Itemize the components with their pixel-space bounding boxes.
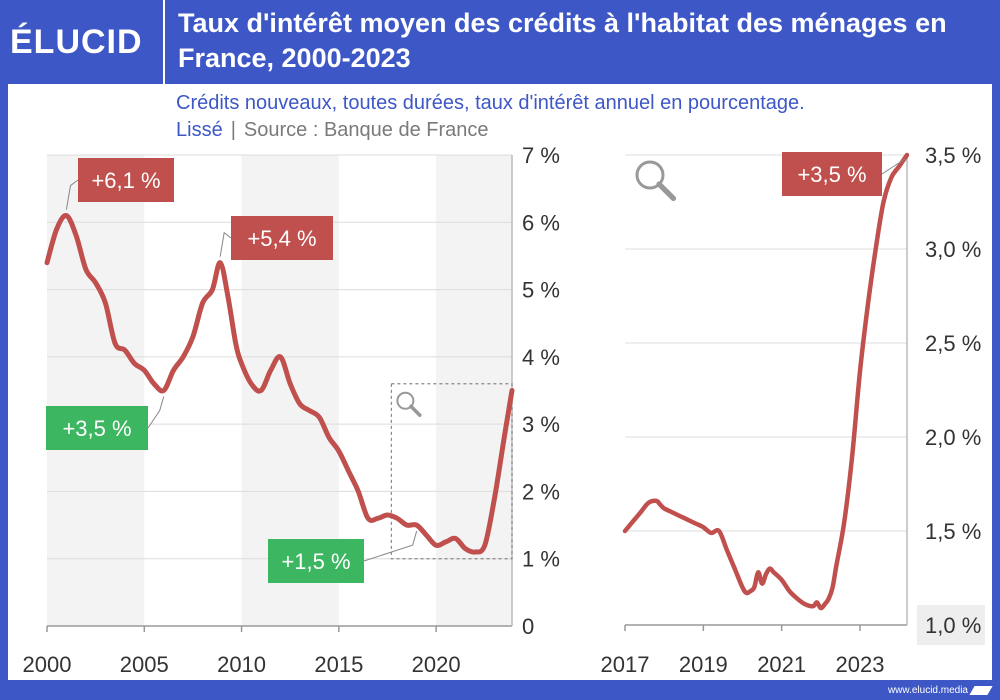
y-tick-label: 1,5 % [925,519,981,544]
data-label-text: +5,4 % [247,226,316,251]
series-line [622,152,910,611]
y-tick-label: 2,5 % [925,331,981,356]
y-tick-label: 5 % [522,278,560,303]
annotation-leader [65,179,79,210]
x-tick-label: 2005 [120,652,169,677]
x-tick-label: 2015 [314,652,363,677]
y-tick-label: 1,0 % [925,613,981,638]
y-tick-label: 2,0 % [925,425,981,450]
x-tick-label: 2023 [836,652,885,677]
data-label-box [782,152,882,196]
y-tick-label: 3,0 % [925,237,981,262]
data-label-text: +3,5 % [62,416,131,441]
y-tick-label: 2 % [522,479,560,504]
data-label-box [46,406,148,450]
y-tick-label: 0 [522,614,534,639]
y-tick-label: 7 % [522,143,560,168]
background-band [47,155,145,626]
chart-subtitle: Crédits nouveaux, toutes durées, taux d'… [176,90,991,144]
magnifier-handle [656,181,677,202]
data-label-text: +3,5 % [797,162,866,187]
annotation-leader [363,530,418,562]
x-tick-label: 2010 [217,652,266,677]
elucid-logo: ÉLUCID [10,23,143,61]
data-label: +5,4 % [231,216,333,260]
footer-url[interactable]: www.elucid.media [887,685,968,696]
y-tick-label: 3 % [522,412,560,437]
x-tick-label: 2021 [757,652,806,677]
background-band [436,155,512,626]
source-text: Source : Banque de France [243,119,489,141]
y-tick-label: 6 % [522,210,560,235]
series-line [44,213,515,555]
data-label-text: +1,5 % [281,549,350,574]
annotation-leader [881,158,906,175]
subtitle-separator: | [230,119,236,141]
y-tick-label: 1 % [522,547,560,572]
magnifier-lens [396,391,415,410]
data-label: +3,5 % [46,406,148,450]
subtitle-text: Crédits nouveaux, toutes durées, taux d'… [176,92,805,114]
y-tick-label-bg [917,605,985,645]
magnifier-lens [635,160,665,190]
y-tick-label: 3,5 % [925,143,981,168]
data-label-box [231,216,333,260]
magnifier-handle [409,404,422,417]
x-tick-label: 2020 [412,652,461,677]
data-label-box [268,539,364,583]
header-divider [163,0,165,84]
x-tick-label: 2000 [23,652,72,677]
data-label-box [78,158,174,202]
magnifier-icon [396,391,422,417]
zoom-chart: 2017 2019 2021 2023 1,0 % 1,5 % 2,0 % 2,5 % 3,0 … [601,143,985,677]
annotation-leader [219,231,232,257]
x-tick-label: 2017 [601,652,650,677]
subtitle-note: Lissé [176,119,223,141]
header: ÉLUCID Taux d'intérêt moyen des crédits … [0,0,1000,84]
y-tick-label: 4 % [522,345,560,370]
main-chart: 2000 2005 2010 2015 2020 0 1 % 2 % 3 % 4 % 5 % 6 % 7… [23,143,560,677]
data-label-text: +6,1 % [91,168,160,193]
chart-title: Taux d'intérêt moyen des crédits à l'hab… [178,8,947,73]
zoom-box [390,383,513,560]
data-label: +6,1 % [78,158,174,202]
magnifier-icon [635,160,677,202]
data-label: +3,5 % [782,152,882,196]
annotation-leader [147,396,165,429]
data-label: +1,5 % [268,539,364,583]
x-tick-label: 2019 [679,652,728,677]
